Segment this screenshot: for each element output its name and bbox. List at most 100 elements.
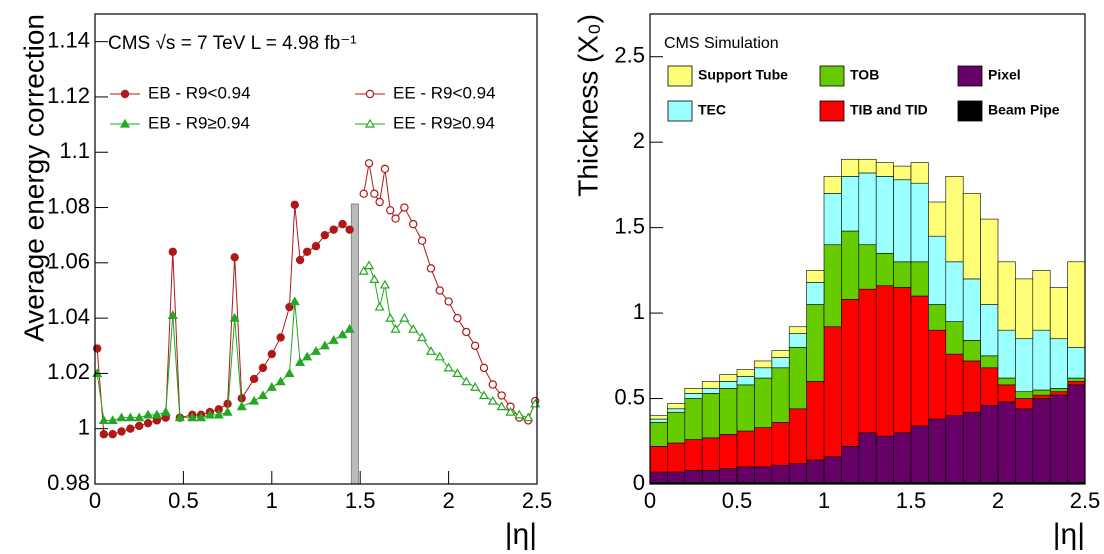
histogram-bar (701, 381, 720, 389)
data-point (107, 415, 118, 425)
histogram-bar (1032, 329, 1051, 391)
x-axis-label: |η| (505, 518, 537, 551)
data-point (126, 424, 135, 433)
histogram-bar (910, 182, 929, 263)
data-point (358, 265, 369, 275)
histogram-bar (858, 244, 877, 290)
data-point (379, 279, 390, 289)
histogram-bar (1015, 278, 1034, 340)
data-point (444, 297, 453, 306)
histogram-bar (997, 384, 1016, 403)
histogram-bar (962, 193, 981, 280)
y-tick-label: 2 (633, 128, 645, 153)
data-point (345, 225, 354, 234)
data-point (284, 368, 295, 378)
data-point (337, 329, 348, 339)
histogram-bar (962, 411, 981, 483)
histogram-bar (719, 387, 738, 435)
histogram-bar (649, 446, 668, 473)
x-tick-label: 1.5 (896, 488, 927, 513)
legend-label: Pixel (988, 67, 1021, 83)
x-tick-label: 2 (442, 488, 454, 513)
data-point (364, 260, 375, 270)
histogram-bar (875, 252, 894, 287)
data-point (229, 312, 240, 322)
histogram-bar (928, 418, 947, 483)
legend-marker (365, 89, 375, 99)
legend-label: EB - R9<0.94 (148, 83, 251, 102)
histogram-bar (684, 387, 703, 394)
histogram-bar (980, 367, 999, 406)
data-point (160, 406, 171, 416)
histogram-bar (928, 201, 947, 237)
x-axis-label: |η| (1053, 518, 1085, 551)
histogram-bar (841, 158, 860, 177)
histogram-bar (771, 367, 790, 423)
histogram-bar (1015, 408, 1034, 483)
data-point (258, 363, 268, 373)
histogram-bar (649, 422, 668, 447)
histogram-bar (841, 299, 860, 447)
data-point (369, 274, 380, 284)
data-point (213, 409, 224, 419)
data-point (435, 286, 444, 295)
legend-label: EB - R9≥0.94 (148, 113, 250, 132)
data-point (236, 401, 247, 411)
histogram-bar (928, 329, 947, 420)
histogram-bar (806, 282, 825, 305)
y-tick-label: 1.14 (47, 27, 90, 52)
data-point (276, 333, 285, 342)
histogram-bar (823, 193, 842, 246)
y-tick-label: 0 (633, 470, 645, 495)
histogram-bar (928, 304, 947, 331)
data-point (143, 409, 154, 419)
data-point (391, 214, 400, 223)
histogram-bar (823, 456, 842, 483)
crack-region (350, 203, 359, 485)
data-point (329, 225, 338, 234)
data-point (295, 255, 305, 265)
histogram-bar (736, 384, 755, 432)
histogram-bar (1032, 398, 1051, 483)
x-tick-label: 2.5 (1070, 488, 1101, 513)
data-point (302, 247, 312, 256)
histogram-bar (1067, 261, 1086, 348)
data-point (386, 206, 395, 215)
histogram-bar (719, 434, 738, 469)
histogram-bar (719, 381, 738, 389)
histogram-bar (875, 162, 894, 177)
data-point (108, 430, 117, 439)
histogram-bar (945, 321, 964, 355)
data-point (478, 390, 489, 400)
data-point (290, 200, 299, 209)
histogram-bar (754, 377, 773, 428)
histogram-bar (893, 165, 912, 181)
histogram-bar (736, 430, 755, 468)
data-point (359, 189, 368, 198)
data-point (425, 346, 436, 355)
data-point (319, 340, 330, 350)
histogram-bar (945, 261, 964, 322)
histogram-bar (997, 261, 1016, 331)
histogram-bar (875, 435, 894, 483)
histogram-bar (875, 176, 894, 254)
x-tick-label: 1 (266, 488, 278, 513)
histogram-bar (945, 353, 964, 416)
data-point (168, 247, 177, 256)
histogram-bar (962, 360, 981, 413)
data-point (523, 412, 534, 422)
annotation: CMS Simulation (664, 35, 779, 52)
data-point (249, 395, 260, 405)
data-point (443, 362, 454, 372)
y-tick-label: 1.5 (614, 213, 645, 238)
y-tick-label: 0.98 (47, 470, 90, 495)
annotation: CMS √s = 7 TeV L = 4.98 fb⁻¹ (108, 33, 357, 54)
histogram-bar (1015, 398, 1034, 410)
y-tick-label: 1.02 (47, 359, 90, 384)
data-point (364, 159, 374, 168)
histogram-bar (928, 235, 947, 305)
histogram-bar (841, 230, 860, 300)
data-point (409, 219, 418, 229)
histogram-bar (962, 340, 981, 362)
